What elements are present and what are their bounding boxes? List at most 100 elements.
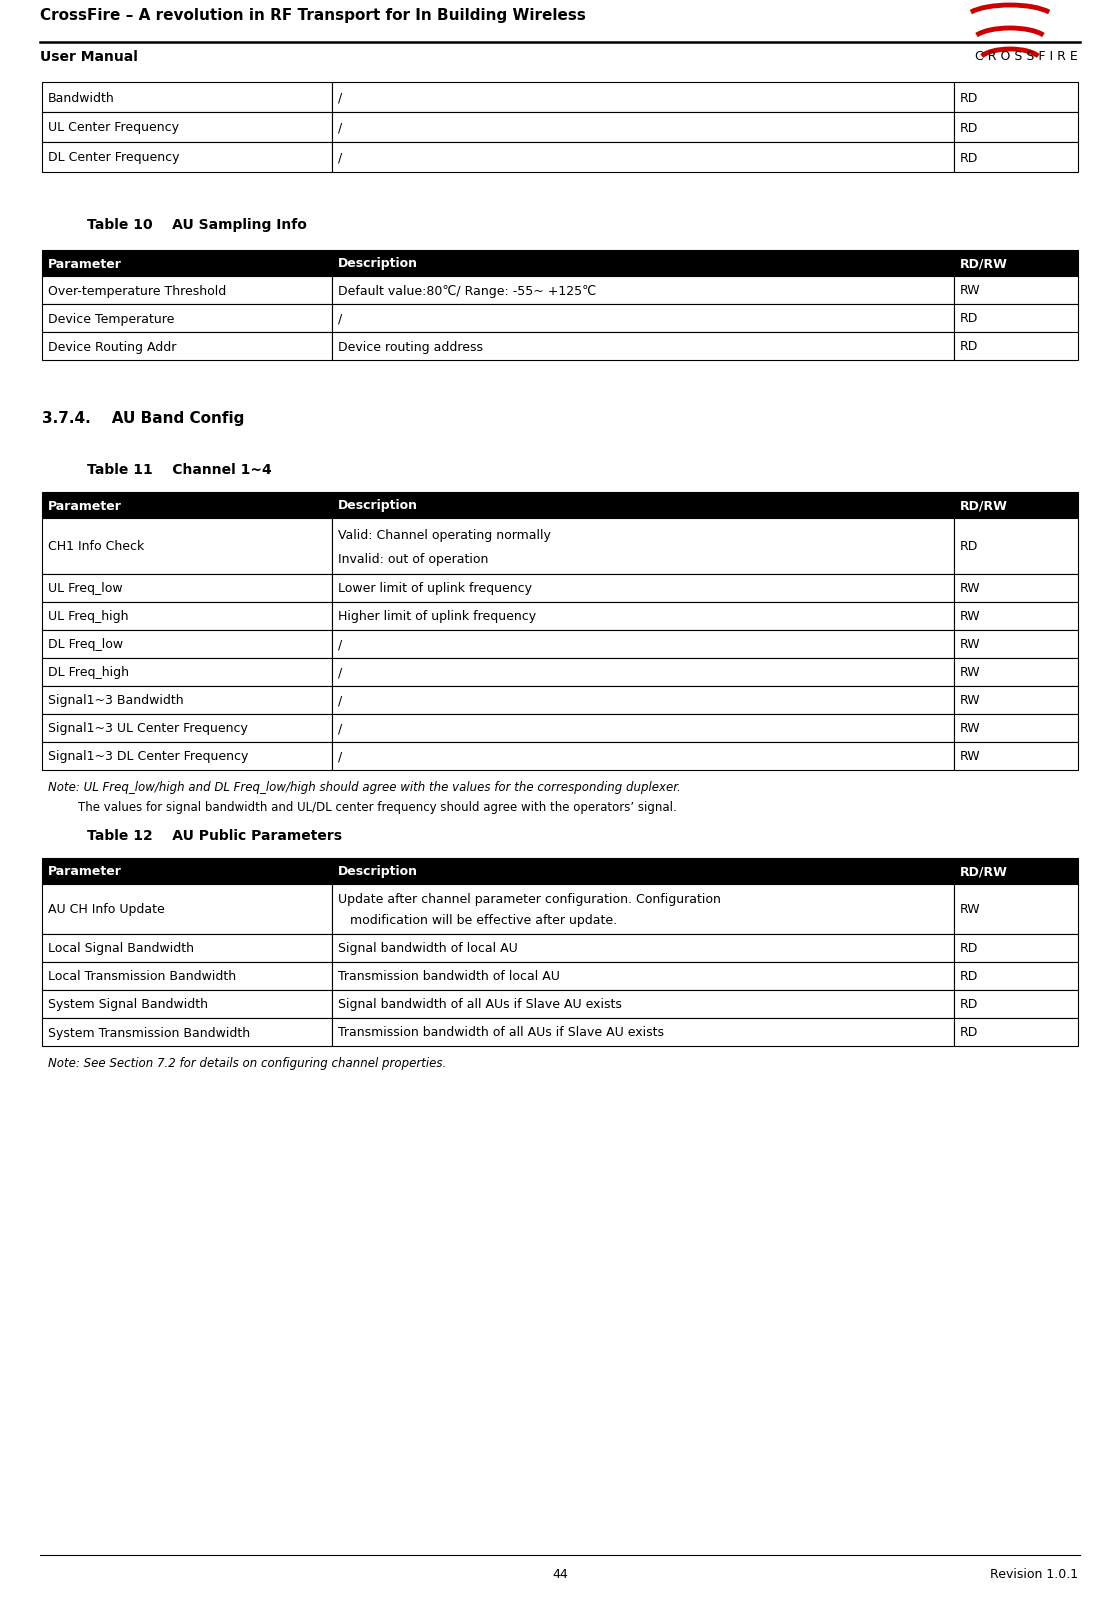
Bar [954, 990, 1077, 1019]
Bar [43, 493, 333, 519]
Bar [333, 659, 954, 686]
Bar [954, 1019, 1077, 1046]
Bar [333, 84, 954, 112]
Text: /: / [338, 665, 343, 680]
Text: Parameter: Parameter [48, 500, 122, 513]
Text: Local Transmission Bandwidth: Local Transmission Bandwidth [48, 971, 236, 983]
Text: Description: Description [338, 865, 418, 877]
Bar [43, 575, 333, 603]
Bar [43, 276, 333, 305]
Text: RD: RD [960, 151, 978, 164]
Text: Transmission bandwidth of local AU: Transmission bandwidth of local AU [338, 971, 560, 983]
Text: C R O S S F I R E: C R O S S F I R E [976, 50, 1077, 63]
Text: /: / [338, 638, 343, 651]
Text: Signal bandwidth of all AUs if Slave AU exists: Signal bandwidth of all AUs if Slave AU … [338, 998, 622, 1011]
Text: System Signal Bandwidth: System Signal Bandwidth [48, 998, 208, 1011]
Text: Revision 1.0.1: Revision 1.0.1 [990, 1567, 1077, 1580]
Text: /: / [338, 122, 343, 135]
Text: Valid: Channel operating normally: Valid: Channel operating normally [338, 529, 551, 542]
Text: 3.7.4.    AU Band Config: 3.7.4. AU Band Config [43, 411, 244, 426]
Bar [954, 84, 1077, 112]
Text: RD/RW: RD/RW [960, 500, 1008, 513]
Text: Update after channel parameter configuration. Configuration: Update after channel parameter configura… [338, 893, 721, 906]
Text: Parameter: Parameter [48, 865, 122, 877]
Text: UL Freq_low: UL Freq_low [48, 582, 122, 595]
Text: Higher limit of uplink frequency: Higher limit of uplink frequency [338, 611, 536, 624]
Text: RW: RW [960, 582, 980, 595]
Bar [43, 963, 333, 990]
Bar [43, 990, 333, 1019]
Text: /: / [338, 92, 343, 104]
Bar [333, 519, 954, 575]
Text: Device Routing Addr: Device Routing Addr [48, 341, 176, 354]
Bar [333, 884, 954, 934]
Text: Parameter: Parameter [48, 257, 122, 270]
Text: Table 12    AU Public Parameters: Table 12 AU Public Parameters [87, 829, 342, 842]
Bar [333, 963, 954, 990]
Bar [333, 858, 954, 884]
Bar [43, 84, 333, 112]
Text: RD: RD [960, 1025, 978, 1038]
Text: Table 10    AU Sampling Info: Table 10 AU Sampling Info [87, 219, 307, 231]
Text: /: / [338, 151, 343, 164]
Text: Note: UL Freq_low/high and DL Freq_low/high should agree with the values for the: Note: UL Freq_low/high and DL Freq_low/h… [48, 781, 681, 794]
Text: Invalid: out of operation: Invalid: out of operation [338, 553, 488, 566]
Bar [954, 493, 1077, 519]
Bar [43, 686, 333, 715]
Text: AU CH Info Update: AU CH Info Update [48, 903, 165, 916]
Text: The values for signal bandwidth and UL/DL center frequency should agree with the: The values for signal bandwidth and UL/D… [48, 800, 676, 813]
Text: Over-temperature Threshold: Over-temperature Threshold [48, 284, 226, 297]
Bar [954, 686, 1077, 715]
Text: RW: RW [960, 665, 980, 680]
Bar [954, 603, 1077, 630]
Bar [954, 715, 1077, 742]
Bar [43, 1019, 333, 1046]
Text: 44: 44 [552, 1567, 568, 1580]
Text: Default value:80℃/ Range: -55~ +125℃: Default value:80℃/ Range: -55~ +125℃ [338, 284, 596, 297]
Bar [954, 305, 1077, 333]
Bar [954, 742, 1077, 770]
Bar [333, 630, 954, 659]
Text: CH1 Info Check: CH1 Info Check [48, 540, 144, 553]
Text: RW: RW [960, 638, 980, 651]
Text: DL Center Frequency: DL Center Frequency [48, 151, 179, 164]
Bar [43, 742, 333, 770]
Bar [954, 884, 1077, 934]
Text: RD: RD [960, 971, 978, 983]
Bar [43, 333, 333, 362]
Bar [333, 333, 954, 362]
Text: RW: RW [960, 284, 980, 297]
Bar [333, 251, 954, 276]
Text: Note: See Section 7.2 for details on configuring channel properties.: Note: See Section 7.2 for details on con… [48, 1056, 446, 1069]
Text: RW: RW [960, 750, 980, 763]
Bar [43, 659, 333, 686]
Bar [954, 143, 1077, 174]
Text: RD: RD [960, 312, 978, 325]
Bar [333, 305, 954, 333]
Bar [954, 519, 1077, 575]
Bar [333, 603, 954, 630]
Bar [333, 112, 954, 143]
Text: Signal bandwidth of local AU: Signal bandwidth of local AU [338, 942, 517, 955]
Text: System Transmission Bandwidth: System Transmission Bandwidth [48, 1025, 250, 1038]
Text: Bandwidth: Bandwidth [48, 92, 114, 104]
Bar [333, 934, 954, 963]
Bar [333, 575, 954, 603]
Bar [43, 143, 333, 174]
Bar [333, 493, 954, 519]
Text: /: / [338, 750, 343, 763]
Bar [333, 686, 954, 715]
Text: RD/RW: RD/RW [960, 865, 1008, 877]
Bar [333, 990, 954, 1019]
Text: /: / [338, 694, 343, 707]
Text: Description: Description [338, 257, 418, 270]
Text: Device routing address: Device routing address [338, 341, 483, 354]
Bar [954, 575, 1077, 603]
Bar [43, 603, 333, 630]
Text: RD: RD [960, 942, 978, 955]
Bar [954, 630, 1077, 659]
Text: RD: RD [960, 122, 978, 135]
Text: /: / [338, 312, 343, 325]
Text: RW: RW [960, 903, 980, 916]
Bar [954, 251, 1077, 276]
